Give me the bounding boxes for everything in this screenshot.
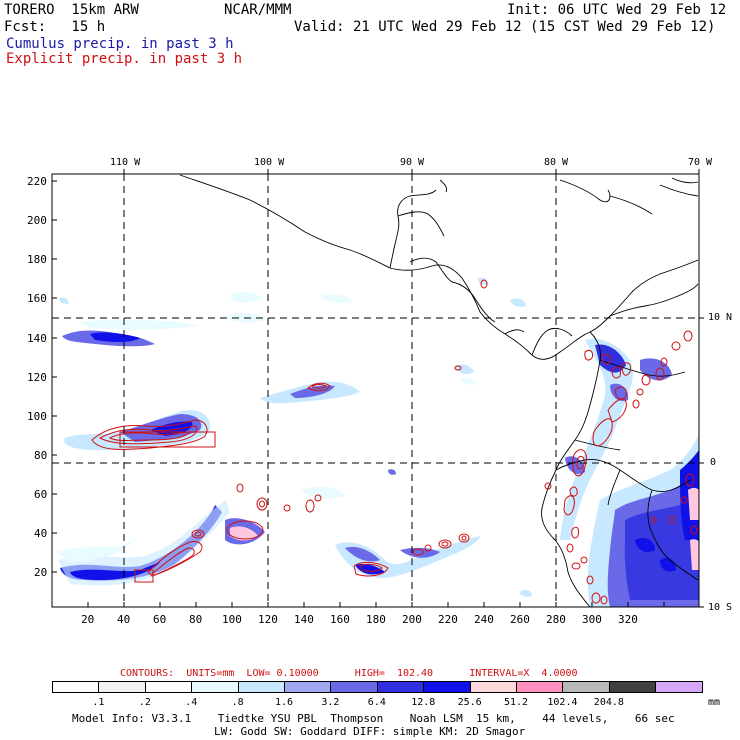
lon-label-70w: 70 W	[688, 157, 713, 168]
legend-label: 51.2	[504, 697, 529, 708]
x-tick-label: 100	[222, 613, 242, 626]
legend-label: .2	[138, 697, 151, 708]
x-tick-label: 260	[510, 613, 530, 626]
explicit-precip-contours	[91, 279, 698, 605]
organization: NCAR/MMM	[224, 2, 292, 18]
y-tick-label: 200	[27, 214, 47, 227]
legend-swatch	[330, 681, 378, 693]
legend-label: 1.6	[275, 697, 294, 708]
x-tick-label: 160	[330, 613, 350, 626]
x-tick-label: 320	[618, 613, 638, 626]
legend-swatch	[516, 681, 564, 693]
y-tick-label: 20	[34, 566, 48, 579]
legend-swatch	[376, 681, 425, 693]
coastlines	[179, 174, 699, 607]
legend-swatch	[655, 681, 703, 693]
y-tick-label: 80	[34, 449, 48, 462]
y-tick-label: 60	[34, 488, 48, 501]
x-tick-label: 120	[258, 613, 278, 626]
y-tick-label: 100	[27, 410, 47, 423]
forecast-hour: Fcst: 15 h	[4, 19, 106, 35]
legend-swatch	[144, 681, 193, 693]
legend-label: .1	[92, 697, 105, 708]
legend-label: 204.8	[593, 697, 624, 708]
y-tick-label: 120	[27, 371, 47, 384]
legend-label: .4	[185, 697, 198, 708]
x-tick-label: 60	[153, 613, 167, 626]
legend-swatch	[423, 681, 471, 693]
cumulus-precip-shading	[56, 277, 699, 607]
x-tick-label: 180	[366, 613, 386, 626]
legend-swatch	[52, 681, 100, 693]
legend-label: 25.6	[457, 697, 482, 708]
legend-swatch	[608, 681, 657, 693]
cumulus-label: Cumulus precip. in past 3 h	[6, 36, 234, 52]
lon-label-90w: 90 W	[400, 157, 425, 168]
legend-unit: mm	[708, 697, 721, 708]
y-tick-label: 220	[27, 175, 47, 188]
x-tick-label: 200	[402, 613, 422, 626]
x-tick-label: 300	[582, 613, 602, 626]
lat-label-0: 0	[710, 457, 717, 468]
x-tick-label: 280	[546, 613, 566, 626]
lon-label-100w: 100 W	[254, 157, 285, 168]
model-info: Model Info: V3.3.1 Tiedtke YSU PBL Thomp…	[72, 712, 675, 725]
legend-label: 12.8	[411, 697, 436, 708]
legend-swatch	[98, 681, 146, 693]
y-tick-label: 180	[27, 253, 47, 266]
lat-label-10s: 10 S	[708, 602, 733, 613]
legend-swatch	[191, 681, 239, 693]
legend-label: 102.4	[547, 697, 578, 708]
legend-swatch	[562, 681, 610, 693]
legend-label: .8	[231, 697, 244, 708]
lat-label-10n: 10 N	[708, 312, 733, 323]
legend-swatch	[284, 681, 332, 693]
y-tick-label: 40	[34, 527, 48, 540]
lon-label-110w: 110 W	[110, 157, 141, 168]
legend-label: 3.2	[321, 697, 340, 708]
y-tick-label: 160	[27, 292, 47, 305]
model-title: TORERO 15km ARW	[4, 2, 139, 18]
legend-swatch	[237, 681, 285, 693]
x-tick-label: 80	[189, 613, 203, 626]
legend-label: 6.4	[367, 697, 386, 708]
y-tick-label: 140	[27, 332, 47, 345]
axis-ticks	[52, 169, 704, 608]
x-tick-label: 40	[117, 613, 131, 626]
legend-swatch	[469, 681, 517, 693]
x-tick-label: 220	[438, 613, 458, 626]
init-time: Init: 06 UTC Wed 29 Feb 12	[507, 2, 727, 18]
valid-time: Valid: 21 UTC Wed 29 Feb 12 (15 CST Wed …	[294, 19, 716, 35]
x-tick-label: 20	[81, 613, 95, 626]
contours-info: CONTOURS: UNITS=mm LOW= 0.10000 HIGH= 10…	[120, 668, 578, 679]
x-tick-label: 240	[474, 613, 494, 626]
explicit-label: Explicit precip. in past 3 h	[6, 51, 243, 67]
lon-label-80w: 80 W	[544, 157, 569, 168]
x-tick-label: 140	[294, 613, 314, 626]
physics-info: LW: Godd SW: Goddard DIFF: simple KM: 2D…	[214, 725, 526, 738]
lat-lon-grid	[52, 174, 699, 607]
